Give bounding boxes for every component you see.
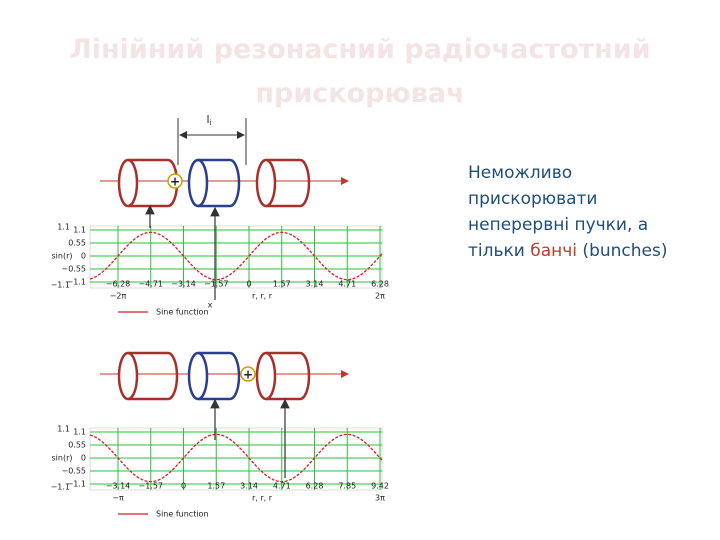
y-tick-label: 1.1 <box>73 428 86 437</box>
x-end-label: 3π <box>375 494 385 503</box>
cylinder-end <box>187 158 209 208</box>
y-tick-label: 0.55 <box>68 239 86 248</box>
legend-label: Sine function <box>156 308 209 317</box>
cylinder-body <box>128 351 179 401</box>
plot-frame <box>89 427 383 491</box>
x-tick-label: −3.14 <box>171 280 196 289</box>
text-part: Неможливо прискорювати неперервні пучки,… <box>468 163 649 261</box>
cylinder-end <box>255 158 277 208</box>
sine-curve <box>89 433 383 483</box>
y-tick-label: 0 <box>81 454 86 463</box>
cylinder-end <box>255 351 277 401</box>
x-end-label: −π <box>112 494 124 503</box>
x-axis-label: r, r, r <box>252 494 273 503</box>
cylinder-end <box>117 158 139 208</box>
slide-title: Лінійний резонасний радіочастотний приск… <box>69 34 651 109</box>
y-range-label: −1.1 <box>51 483 70 492</box>
cylinder-body <box>266 351 311 401</box>
x-tick-label: −4.71 <box>138 280 163 289</box>
gap-label-sub: i <box>210 119 212 127</box>
y-tick-label: 0 <box>81 252 86 261</box>
body-text: Неможливо прискорювати неперервні пучки,… <box>468 160 688 264</box>
y-axis-label: sin(r) <box>52 252 73 261</box>
y-range-label: 1.1 <box>57 425 70 434</box>
x-tick-label: 1.57 <box>207 482 225 491</box>
x-end-label: 2π <box>375 292 385 301</box>
x-end-label: −2π <box>110 292 127 301</box>
x-tick-label: −1.57 <box>138 482 163 491</box>
y-tick-label: −1.1 <box>67 480 86 489</box>
cylinder-body <box>198 351 241 401</box>
x-tick-label: 6.28 <box>371 280 389 289</box>
cylinder-end <box>117 351 139 401</box>
x-tick-label: 3.14 <box>240 482 258 491</box>
text-highlight: банчі <box>530 241 578 261</box>
x-tick-label: 3.14 <box>306 280 324 289</box>
y-range-label: −1.1 <box>51 281 70 290</box>
charge-circle <box>240 366 256 382</box>
x-tick-label: −3.14 <box>106 482 131 491</box>
cylinder-body <box>266 158 311 208</box>
cylinder-end <box>187 351 209 401</box>
x-tick-label: 6.28 <box>306 482 324 491</box>
y-tick-label: 1.1 <box>73 226 86 235</box>
x-tick-label: 0 <box>181 482 186 491</box>
x-tick-label: 0 <box>246 280 251 289</box>
x-var-label: x <box>208 301 213 310</box>
y-tick-label: −1.1 <box>67 278 86 287</box>
plot-frame <box>89 225 383 289</box>
charge-label: + <box>170 175 180 189</box>
gap-label-main: l <box>206 113 209 126</box>
x-axis-label: r, r, r <box>252 292 273 301</box>
cylinder-body <box>198 158 241 208</box>
y-range-label: 1.1 <box>57 223 70 232</box>
legend-label: Sine function <box>156 510 209 519</box>
x-tick-label: 4.71 <box>273 482 291 491</box>
x-tick-label: 4.71 <box>338 280 356 289</box>
charge-circle <box>167 173 183 189</box>
y-tick-label: 0.55 <box>68 441 86 450</box>
x-tick-label: 7.85 <box>338 482 356 491</box>
x-tick-label: −6.28 <box>106 280 131 289</box>
y-axis-label: sin(r) <box>52 454 73 463</box>
gap-label: li <box>206 113 211 127</box>
x-tick-label: 1.57 <box>273 280 291 289</box>
sine-curve <box>89 231 383 281</box>
charge-label: + <box>243 368 253 382</box>
y-tick-label: −0.55 <box>61 467 86 476</box>
x-tick-label: −1.57 <box>204 280 229 289</box>
text-part: (bunches) <box>577 241 668 261</box>
y-tick-label: −0.55 <box>61 265 86 274</box>
x-tick-label: 9.42 <box>371 482 389 491</box>
